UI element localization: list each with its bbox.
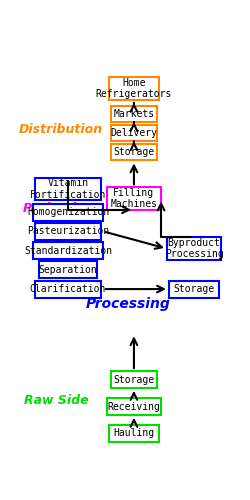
Text: Storage: Storage xyxy=(114,374,154,384)
Text: Delivery: Delivery xyxy=(110,128,158,138)
Text: Hauling: Hauling xyxy=(114,428,154,438)
Text: Clarification: Clarification xyxy=(30,284,106,294)
Text: Storage: Storage xyxy=(174,284,214,294)
Text: Separation: Separation xyxy=(39,265,98,275)
FancyBboxPatch shape xyxy=(111,144,157,160)
FancyBboxPatch shape xyxy=(39,262,97,278)
Text: Raw Side: Raw Side xyxy=(24,394,89,407)
FancyBboxPatch shape xyxy=(111,371,157,388)
Text: Vitamin
Fortification: Vitamin Fortification xyxy=(30,178,106,200)
FancyBboxPatch shape xyxy=(169,280,219,297)
Text: Home
Refrigerators: Home Refrigerators xyxy=(96,78,172,100)
FancyBboxPatch shape xyxy=(109,78,159,100)
Text: Filling
Machines: Filling Machines xyxy=(110,188,158,210)
FancyBboxPatch shape xyxy=(33,242,103,259)
Text: Byproduct
Processing: Byproduct Processing xyxy=(164,238,224,260)
FancyBboxPatch shape xyxy=(107,188,161,210)
Text: Pasteurization: Pasteurization xyxy=(27,226,109,236)
Text: Distribution: Distribution xyxy=(18,123,102,136)
Text: Receiving: Receiving xyxy=(108,402,160,411)
Text: Standardization: Standardization xyxy=(24,246,112,256)
Text: Processing: Processing xyxy=(86,298,170,312)
FancyBboxPatch shape xyxy=(107,398,161,415)
Text: Packaging: Packaging xyxy=(22,202,95,214)
FancyBboxPatch shape xyxy=(167,238,221,260)
FancyBboxPatch shape xyxy=(35,223,101,240)
FancyBboxPatch shape xyxy=(35,178,101,200)
FancyBboxPatch shape xyxy=(111,125,157,141)
Text: Storage: Storage xyxy=(114,148,154,158)
FancyBboxPatch shape xyxy=(111,106,157,122)
Text: Homogenization: Homogenization xyxy=(27,207,109,217)
FancyBboxPatch shape xyxy=(109,425,159,442)
FancyBboxPatch shape xyxy=(35,280,101,297)
FancyBboxPatch shape xyxy=(33,204,103,220)
Text: Markets: Markets xyxy=(114,109,154,119)
